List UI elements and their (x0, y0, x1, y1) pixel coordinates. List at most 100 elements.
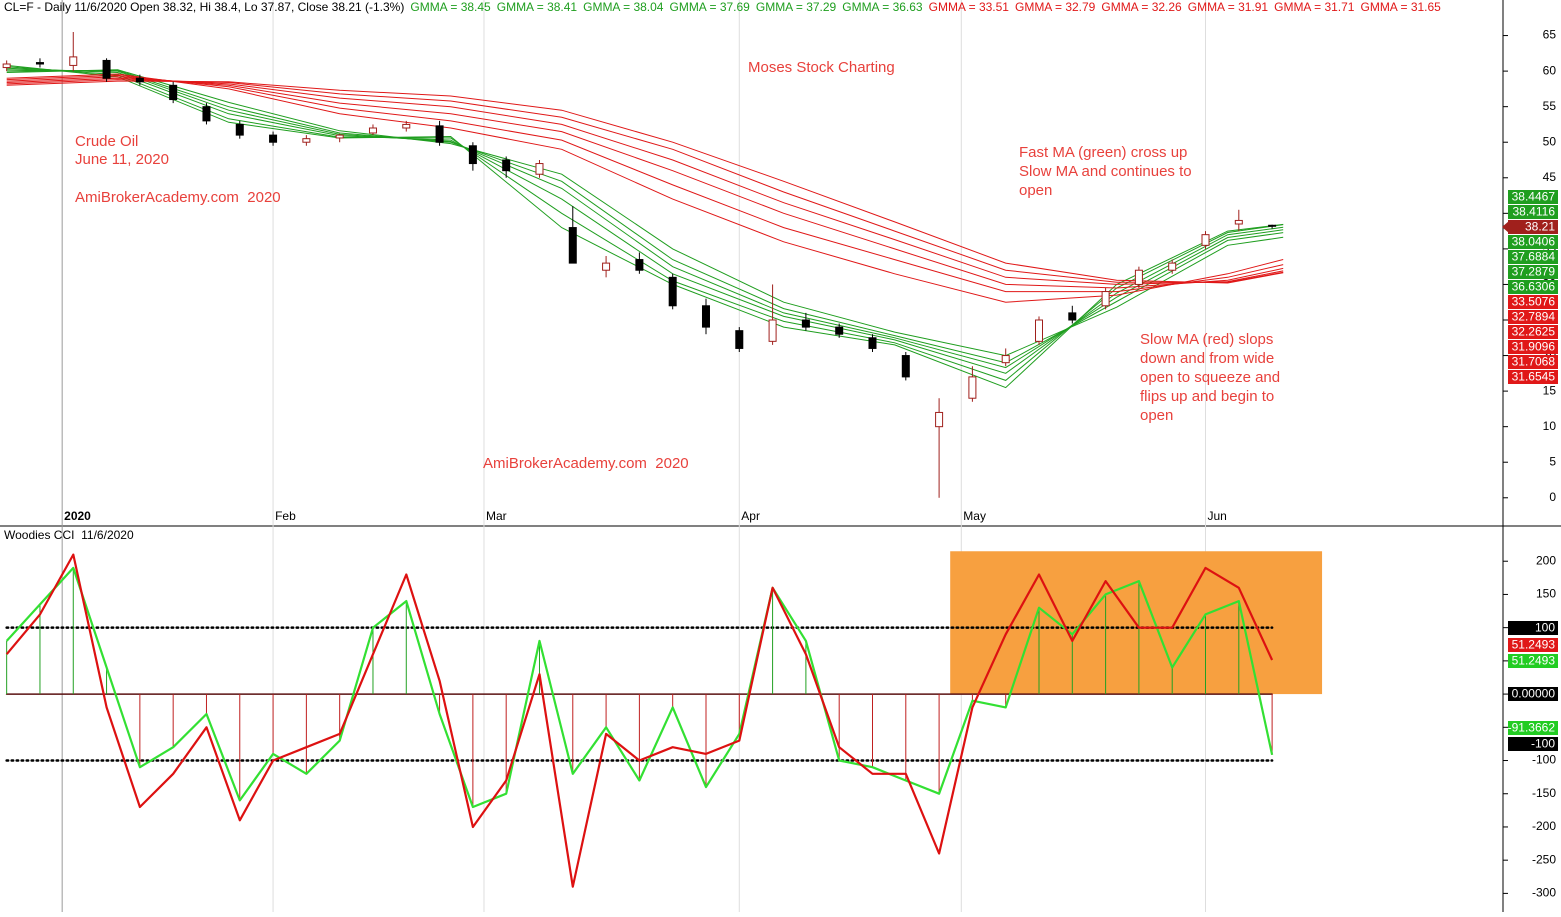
value-marker-label: 100 (1535, 621, 1555, 635)
legend-entry: GMMA = 31.91 (1188, 0, 1269, 14)
value-marker-box (1508, 621, 1558, 635)
y-tick-label: 60 (1543, 63, 1557, 77)
y-tick-label: 150 (1536, 587, 1556, 601)
candle-body (568, 227, 577, 264)
annotation: AmiBrokerAcademy.com 2020 (75, 189, 281, 206)
candle-body (135, 77, 144, 83)
value-marker-label: 32.7894 (1512, 310, 1556, 324)
value-marker-box (1508, 280, 1558, 294)
candle-body (968, 376, 977, 399)
y-tick-label: 5 (1549, 454, 1556, 468)
legend-entry: GMMA = 37.69 (669, 0, 750, 14)
annotation: flips up and begin to (1140, 388, 1274, 405)
value-marker-box (1508, 370, 1558, 384)
value-marker-box (1508, 638, 1558, 652)
value-marker-label: 33.5076 (1512, 295, 1556, 309)
y-tick-label: 45 (1543, 170, 1557, 184)
value-marker-box (1508, 205, 1558, 219)
annotation: Slow MA (red) slops (1140, 331, 1273, 348)
y-tick-label: -200 (1532, 819, 1556, 833)
candle-body (1068, 312, 1077, 321)
value-marker-box (1508, 721, 1558, 735)
legend-entry: GMMA = 31.71 (1274, 0, 1355, 14)
candle-body (768, 319, 777, 342)
candle-body (835, 326, 844, 335)
candle-body (169, 84, 178, 101)
value-marker-label: 51.2493 (1512, 654, 1556, 668)
annotation: Crude Oil (75, 133, 138, 150)
annotation: Fast MA (green) cross up (1019, 144, 1187, 161)
annotation: Slow MA and continues to (1019, 163, 1192, 180)
value-marker-box (1508, 220, 1558, 234)
candle-body (302, 138, 311, 143)
candle-body (801, 319, 810, 328)
value-marker-box (1508, 190, 1558, 204)
gmma-line (6, 76, 1284, 289)
gmma-line (6, 69, 1284, 364)
annotation: open (1140, 407, 1173, 424)
value-marker-box (1508, 737, 1558, 751)
x-tick-label: May (963, 509, 986, 523)
gmma-line (6, 69, 1284, 369)
panel-title: Woodies CCI 11/6/2020 (4, 528, 134, 542)
x-tick-label: Jun (1208, 509, 1227, 523)
y-tick-label: -100 (1532, 753, 1556, 767)
header-symbol: CL=F - Daily 11/6/2020 Open 38.32, Hi 38… (4, 0, 404, 14)
value-marker-box (1508, 654, 1558, 668)
candle-body (701, 305, 710, 328)
legend-entry: GMMA = 38.45 (410, 0, 491, 14)
last-price-arrow (1502, 221, 1509, 233)
legend-entry: GMMA = 36.63 (842, 0, 923, 14)
candle-body (468, 145, 477, 165)
candle-body (1234, 219, 1243, 225)
value-marker-box (1508, 250, 1558, 264)
candle-body (435, 125, 444, 143)
value-marker-label: 32.2625 (1512, 325, 1556, 339)
annotation: Moses Stock Charting (748, 59, 895, 76)
candle-body (935, 411, 944, 428)
candle-body (2, 63, 11, 69)
y-tick-label: -300 (1532, 886, 1556, 900)
candle-body (1134, 269, 1143, 285)
value-marker-label: 31.9096 (1512, 340, 1556, 354)
gmma-line (6, 69, 1284, 357)
gmma-line (6, 80, 1284, 284)
legend-entry: GMMA = 32.79 (1015, 0, 1096, 14)
candle-body (1201, 234, 1210, 246)
candle-body (1168, 262, 1177, 271)
candle-body (368, 127, 377, 134)
value-marker-label: 31.6545 (1512, 370, 1556, 384)
y-tick-label: 65 (1543, 28, 1557, 42)
legend-entry: GMMA = 37.29 (756, 0, 837, 14)
value-marker-box (1508, 687, 1558, 701)
legend-entry: GMMA = 33.51 (929, 0, 1010, 14)
x-tick-label: Apr (741, 509, 760, 523)
value-marker-label: 51.2493 (1512, 638, 1556, 652)
annotation: open to squeeze and (1140, 369, 1280, 386)
legend-entry: GMMA = 32.26 (1101, 0, 1182, 14)
candle-body (901, 355, 910, 378)
candle-body (502, 159, 511, 172)
candle-body (1268, 224, 1277, 227)
candle-body (235, 123, 244, 136)
value-marker-box (1508, 295, 1558, 309)
candle-body (635, 259, 644, 271)
value-marker-box (1508, 265, 1558, 279)
chart-header: CL=F - Daily 11/6/2020 Open 38.32, Hi 38… (4, 0, 1441, 14)
x-tick-label: Feb (275, 509, 296, 523)
y-tick-label: 0 (1549, 490, 1556, 504)
gmma-line (6, 77, 1284, 285)
y-tick-label: -150 (1532, 786, 1556, 800)
legend-entry: GMMA = 38.04 (583, 0, 664, 14)
value-marker-label: 36.6306 (1512, 280, 1556, 294)
candle-body (35, 62, 44, 65)
candle-body (1035, 319, 1044, 342)
candle-body (202, 106, 211, 122)
candle-body (402, 123, 411, 129)
annotation: June 11, 2020 (75, 151, 169, 168)
candle-body (1101, 291, 1110, 307)
candle-body (69, 56, 78, 66)
y-tick-label: 55 (1543, 99, 1557, 113)
